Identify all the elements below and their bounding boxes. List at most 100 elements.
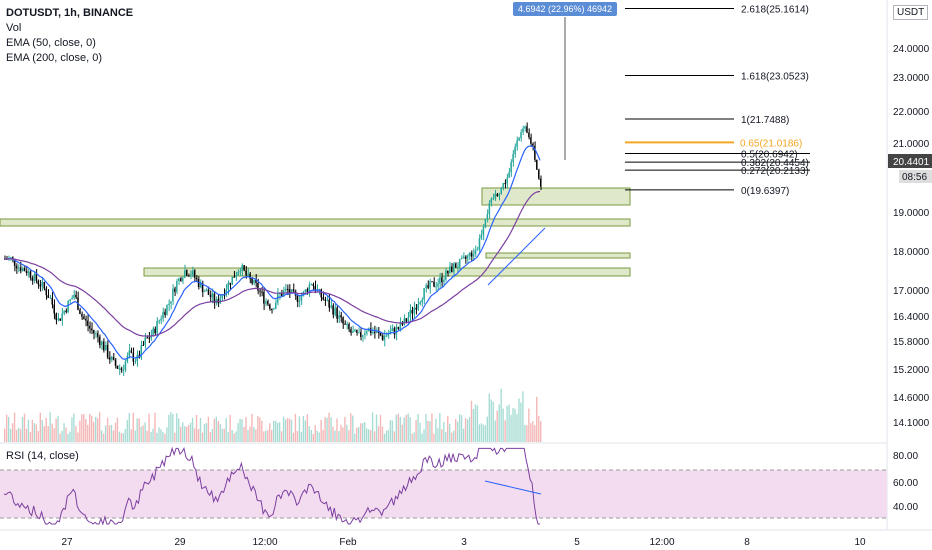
volume-bar: [500, 388, 502, 442]
volume-bar: [482, 424, 485, 442]
volume-bar: [363, 422, 366, 442]
candle-body: [162, 311, 164, 319]
volume-bar: [405, 414, 407, 442]
y-tick-label: 18.0000: [893, 247, 930, 258]
volume-bar: [298, 416, 301, 442]
volume-bar: [93, 421, 95, 442]
volume-bar: [71, 417, 73, 442]
candle-body: [241, 265, 243, 272]
candle-body: [346, 324, 348, 326]
candle-body: [381, 335, 384, 340]
volume-bar: [128, 413, 130, 442]
volume-bar: [209, 432, 212, 442]
volume-bar: [528, 408, 530, 442]
candle-body: [13, 259, 16, 266]
volume-bar: [19, 428, 22, 442]
volume-bar: [172, 413, 174, 442]
candle-body: [142, 344, 144, 346]
candle-body: [492, 198, 494, 200]
candle-body: [369, 328, 372, 333]
volume-bar: [249, 426, 251, 442]
candle-body: [120, 368, 123, 371]
candle-body: [490, 198, 492, 204]
volume-bar: [356, 427, 358, 442]
indicator-ema50[interactable]: EMA (50, close, 0): [6, 37, 96, 49]
volume-bar: [336, 418, 338, 442]
volume-bar: [205, 423, 208, 442]
volume-bar: [23, 413, 26, 442]
candle-body: [170, 301, 172, 304]
candle-body: [310, 284, 312, 286]
candle-body: [245, 270, 247, 276]
rsi-legend[interactable]: RSI (14, close): [6, 450, 79, 462]
volume-bar: [413, 432, 415, 442]
volume-bar: [409, 417, 411, 442]
volume-bar: [312, 433, 314, 442]
volume-bar: [9, 428, 12, 442]
indicator-vol[interactable]: Vol: [6, 22, 22, 34]
x-tick-label: 3: [461, 537, 467, 548]
candle-body: [112, 356, 115, 360]
volume-bar: [294, 413, 297, 442]
volume-bar: [25, 428, 28, 442]
volume-bar: [199, 417, 202, 442]
volume-bar: [324, 417, 326, 442]
volume-bar: [263, 431, 265, 442]
volume-bar: [59, 433, 61, 442]
rsi-tick-label: 60.00: [893, 478, 918, 489]
candle-body: [172, 288, 174, 302]
volume-bar: [5, 414, 8, 442]
candle-body: [391, 328, 394, 332]
candle-body: [373, 331, 376, 333]
candle-body: [399, 322, 401, 330]
candle-body: [209, 294, 212, 298]
candle-body: [148, 337, 150, 339]
candle-body: [65, 310, 67, 313]
volume-bar: [421, 433, 423, 442]
candle-body: [443, 279, 445, 283]
volume-bar: [49, 412, 51, 442]
candle-body: [421, 299, 423, 303]
candle-body: [180, 278, 182, 282]
candle-body: [193, 270, 196, 278]
candle-body: [114, 359, 117, 366]
candle-body: [61, 313, 63, 321]
volume-bar: [318, 432, 320, 442]
candle-body: [269, 304, 271, 309]
measure-box: [513, 2, 617, 16]
candle-body: [39, 284, 41, 287]
volume-bar: [130, 429, 132, 442]
candle-body: [57, 318, 59, 320]
candle-body: [265, 301, 267, 304]
volume-bar: [498, 404, 500, 442]
volume-bar: [79, 420, 81, 442]
volume-bar: [55, 418, 57, 442]
volume-bar: [178, 418, 180, 442]
candle-body: [187, 275, 190, 277]
volume-bar: [470, 400, 473, 442]
volume-bar: [462, 428, 465, 442]
candle-body: [108, 357, 111, 360]
candle-body: [445, 270, 447, 280]
volume-bar: [403, 417, 405, 442]
volume-bar: [166, 427, 168, 442]
candle-body: [476, 249, 479, 251]
volume-bar: [433, 433, 435, 442]
candle-body: [433, 281, 435, 287]
candle-body: [124, 361, 127, 370]
candle-body: [185, 270, 188, 276]
candle-body: [85, 318, 87, 321]
volume-bar: [201, 432, 204, 442]
candle-body: [27, 271, 30, 274]
candle-body: [352, 331, 354, 333]
y-tick-label: 15.2000: [893, 365, 930, 376]
volume-bar: [187, 424, 190, 442]
currency-button[interactable]: USDT: [893, 5, 929, 20]
volume-bar: [211, 428, 214, 442]
volume-bar: [164, 433, 166, 442]
candle-body: [211, 293, 214, 298]
fib-level-label: 0.382(20.4454): [741, 158, 809, 169]
indicator-ema200[interactable]: EMA (200, close, 0): [6, 52, 102, 64]
volume-bar: [460, 415, 463, 442]
